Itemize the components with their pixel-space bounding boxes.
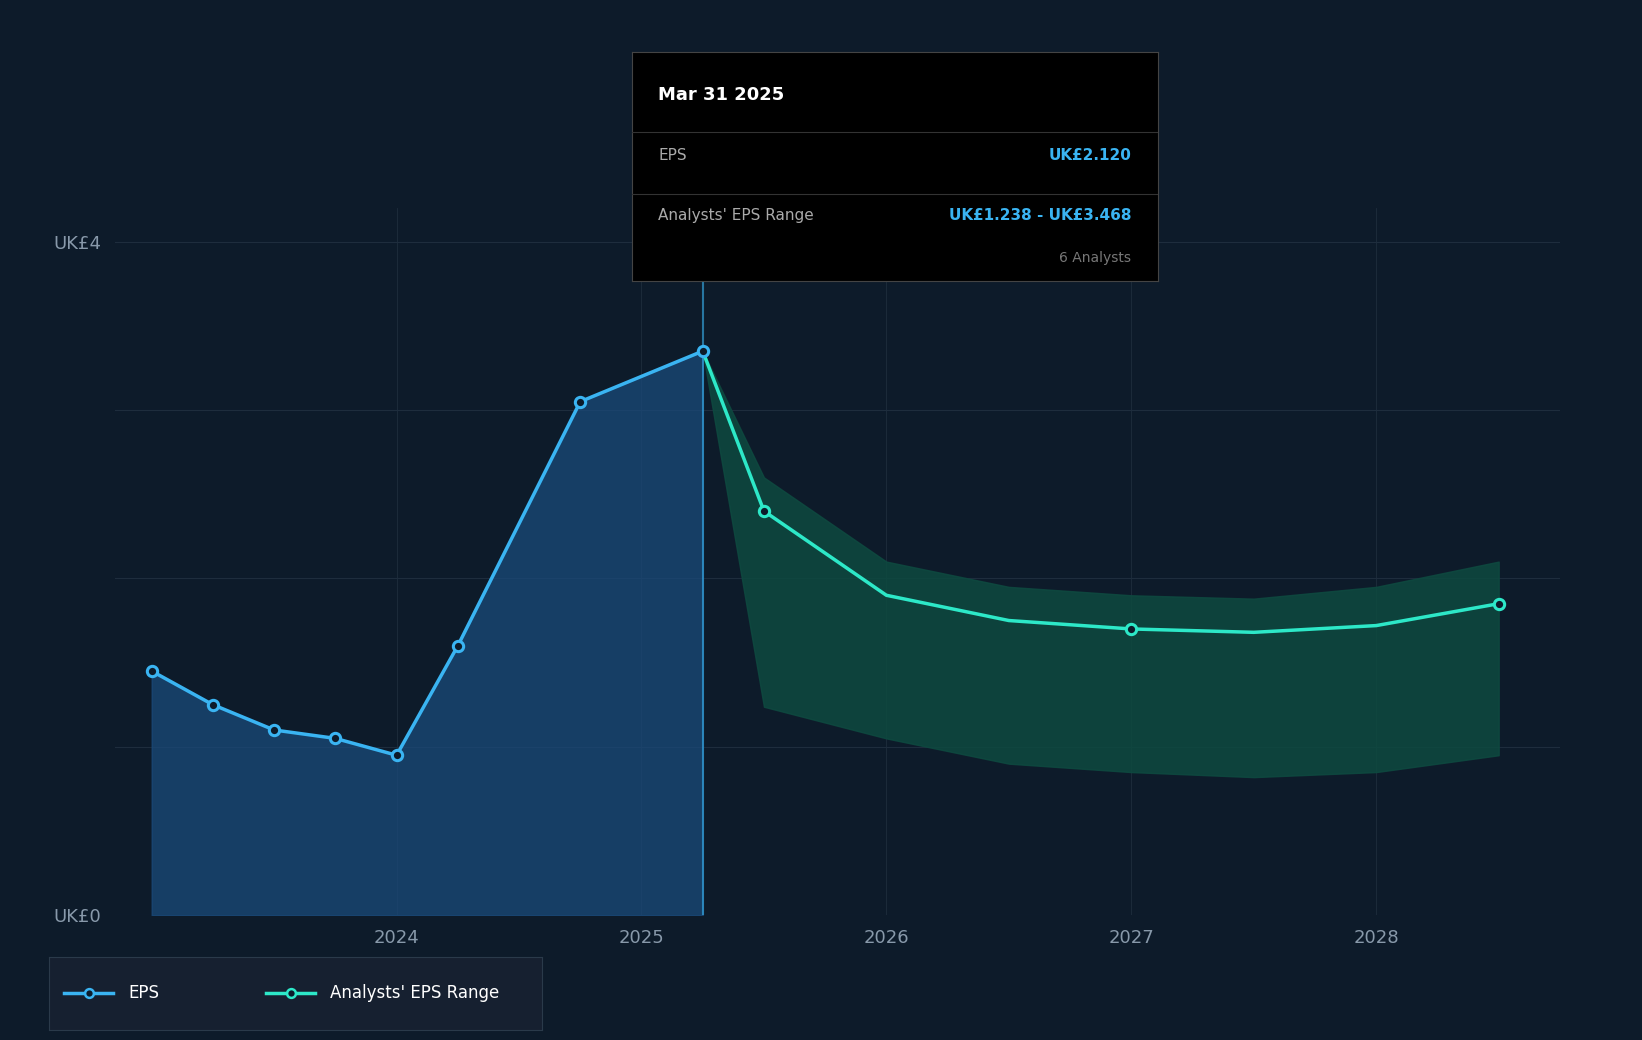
Text: Actual: Actual [634,250,693,267]
Point [277,985,304,1002]
Point [690,343,716,360]
Point [200,697,227,713]
Point [750,502,777,519]
Point [384,747,410,763]
Text: UK£2.120: UK£2.120 [1049,148,1131,163]
Point [1118,621,1144,638]
Text: Analysts' EPS Range: Analysts' EPS Range [330,984,499,1003]
Text: Mar 31 2025: Mar 31 2025 [658,86,785,104]
Point [76,985,102,1002]
Point [138,662,164,679]
Point [445,638,471,654]
Text: UK£1.238 - UK£3.468: UK£1.238 - UK£3.468 [949,208,1131,223]
Text: 6 Analysts: 6 Analysts [1059,251,1131,265]
Point [566,393,593,410]
Point [322,730,348,747]
Text: EPS: EPS [128,984,159,1003]
Text: Analysts Forecasts: Analysts Forecasts [713,250,867,267]
Text: Analysts' EPS Range: Analysts' EPS Range [658,208,814,223]
Text: EPS: EPS [658,148,686,163]
Point [1486,595,1512,612]
Point [261,722,287,738]
